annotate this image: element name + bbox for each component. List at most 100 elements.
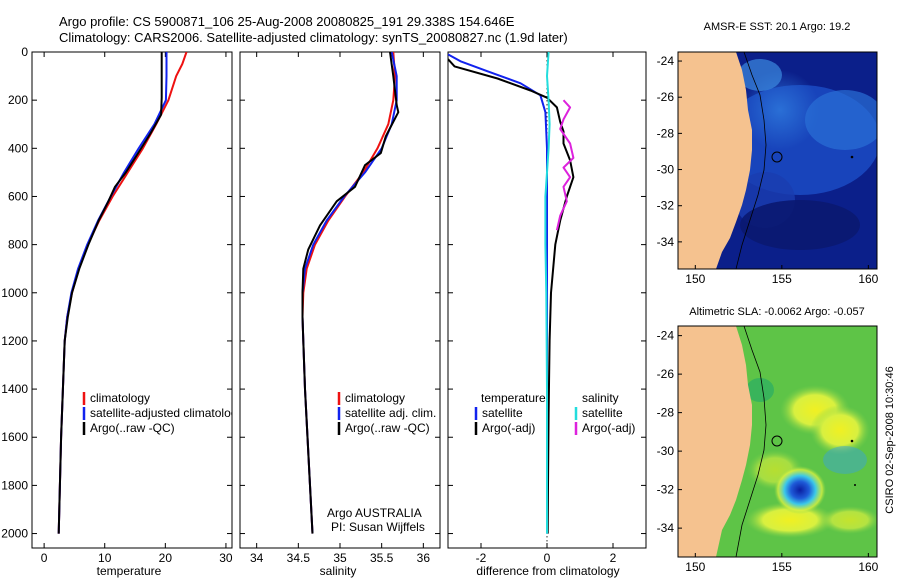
series-line-climatology <box>301 52 396 534</box>
x-tick-label: 34.5 <box>287 551 311 565</box>
map-y-tick-label: -28 <box>657 406 675 420</box>
sst-map-title: AMSR-E SST: 20.1 Argo: 19.2 <box>704 21 851 33</box>
sst-island-dot <box>850 155 854 159</box>
map-y-tick-label: -34 <box>657 521 675 535</box>
map-y-tick-label: -32 <box>657 483 675 497</box>
map-x-tick-label: 160 <box>858 560 878 574</box>
map-y-tick-label: -24 <box>657 54 675 68</box>
salinity-xlabel: salinity <box>320 564 357 578</box>
map-y-tick-label: -28 <box>657 126 675 140</box>
map-x-tick-label: 155 <box>772 272 792 286</box>
map-y-tick-label: -34 <box>657 235 675 249</box>
map-y-tick-label: -32 <box>657 199 675 213</box>
x-tick-label: 2 <box>610 551 617 565</box>
sla-high-south-east <box>820 506 877 534</box>
sla-low-east <box>823 446 867 474</box>
legend-label-sal-satellite: satellite <box>582 406 623 420</box>
y-tick-label: 200 <box>8 93 28 107</box>
header-line-1: Argo profile: CS 5900871_106 25-Aug-2008… <box>59 14 515 29</box>
temperature-lines <box>57 52 188 534</box>
series-line-satellite-adj-clim- <box>301 52 398 534</box>
annotation-argo-australia: Argo AUSTRALIA <box>327 506 422 520</box>
sla-argo-location-marker <box>771 435 783 447</box>
map-x-tick-label: 150 <box>685 272 705 286</box>
series-line-satellite-adjusted-climatology <box>57 52 168 534</box>
temperature-xlabel: temperature <box>97 564 162 578</box>
salinity-panel-frame <box>239 51 441 549</box>
sla-high-north-east <box>810 405 870 455</box>
map-x-tick-label: 150 <box>685 560 705 574</box>
x-tick-label: 20 <box>159 551 173 565</box>
map-y-tick-label: -30 <box>657 444 675 458</box>
sst-warm-core-east <box>805 90 877 150</box>
legend-heading-salinity: salinity <box>582 391 619 405</box>
sla-map-title: Altimetric SLA: -0.0062 Argo: -0.057 <box>689 306 864 318</box>
series-line-temperature-satellite <box>448 53 548 534</box>
x-tick-label: 36 <box>417 551 431 565</box>
sst-cold-south <box>740 200 860 250</box>
sst-land <box>678 52 752 269</box>
y-tick-label: 400 <box>8 141 28 155</box>
x-tick-label: 30 <box>219 551 233 565</box>
legend-label-satellite: satellite-adjusted climatology <box>90 406 243 420</box>
map-x-tick-label: 155 <box>772 560 792 574</box>
x-tick-label: 35.5 <box>370 551 394 565</box>
x-tick-label: -2 <box>476 551 487 565</box>
salinity-lines <box>301 52 400 534</box>
series-line-climatology <box>57 52 188 534</box>
x-tick-label: 0 <box>544 551 551 565</box>
y-tick-label: 1400 <box>1 382 28 396</box>
legend-label-sal-argo: Argo(-adj) <box>582 421 635 435</box>
y-tick-label: 600 <box>8 189 28 203</box>
y-tick-label: 1800 <box>1 478 28 492</box>
difference-xlabel: difference from climatology <box>476 564 619 578</box>
sla-map-frame <box>677 325 878 558</box>
x-tick-label: 0 <box>41 551 48 565</box>
legend-label-argo: Argo(..raw -QC) <box>90 421 175 435</box>
temperature-legend: climatology satellite-adjusted climatolo… <box>82 391 243 435</box>
map-y-tick-label: -26 <box>657 90 675 104</box>
series-line-temperature-argo-adj- <box>448 58 575 534</box>
header-line-2: Climatology: CARS2006. Satellite-adjuste… <box>59 30 568 45</box>
x-tick-label: 35 <box>333 551 347 565</box>
salinity-ticks: 34 34.5 35 35.5 36 <box>240 51 440 565</box>
sla-cold-eddy <box>774 466 826 514</box>
difference-lines <box>448 52 575 534</box>
sla-island-dot-south <box>854 484 856 486</box>
y-tick-label: 0 <box>21 45 28 59</box>
credit-stamp: CSIRO 02-Sep-2008 10:30:46 <box>884 366 896 513</box>
sla-land <box>678 326 752 557</box>
salinity-legend: climatology satellite adj. clim. Argo(..… <box>337 391 436 435</box>
sst-argo-location-marker <box>771 151 783 163</box>
temperature-panel-frame <box>31 51 233 549</box>
legend-label-temp-satellite: satellite <box>482 406 523 420</box>
difference-legend: temperature satellite Argo(-adj) salinit… <box>474 391 635 435</box>
y-tick-label: 1000 <box>1 286 28 300</box>
legend-label-satellite: satellite adj. clim. <box>345 406 436 420</box>
annotation-pi: PI: Susan Wijffels <box>331 520 425 534</box>
sla-shelf-contour <box>735 326 767 557</box>
difference-ticks: -2 0 2 <box>448 51 646 565</box>
map-y-tick-label: -26 <box>657 367 675 381</box>
map-x-tick-label: 160 <box>858 272 878 286</box>
legend-label-temp-argo: Argo(-adj) <box>482 421 535 435</box>
legend-heading-temperature: temperature <box>481 391 546 405</box>
series-line-argo-raw-qc- <box>57 52 163 534</box>
sla-low-patch <box>746 378 774 402</box>
y-tick-label: 800 <box>8 238 28 252</box>
temperature-ticks: 0 10 20 30 0 200 400 600 800 1000 1200 1400 1600 1800… <box>1 45 233 565</box>
series-line-argo-raw-qc- <box>301 52 400 534</box>
map-y-tick-label: -24 <box>657 329 675 343</box>
sla-map-ticks: 150 155 160 -24 -26 -28 -30 -32 -34 <box>657 329 879 574</box>
map-y-tick-label: -30 <box>657 163 675 177</box>
sst-map-ticks: 150 155 160 -24 -26 -28 -30 -32 -34 <box>657 54 879 286</box>
series-line-salinity-argo-adj- <box>555 99 575 231</box>
legend-label-argo: Argo(..raw -QC) <box>345 421 430 435</box>
y-tick-label: 1200 <box>1 334 28 348</box>
y-tick-label: 2000 <box>1 527 28 541</box>
sla-map <box>678 326 877 557</box>
sst-map <box>678 52 877 269</box>
x-tick-label: 10 <box>98 551 112 565</box>
y-tick-label: 1600 <box>1 430 28 444</box>
